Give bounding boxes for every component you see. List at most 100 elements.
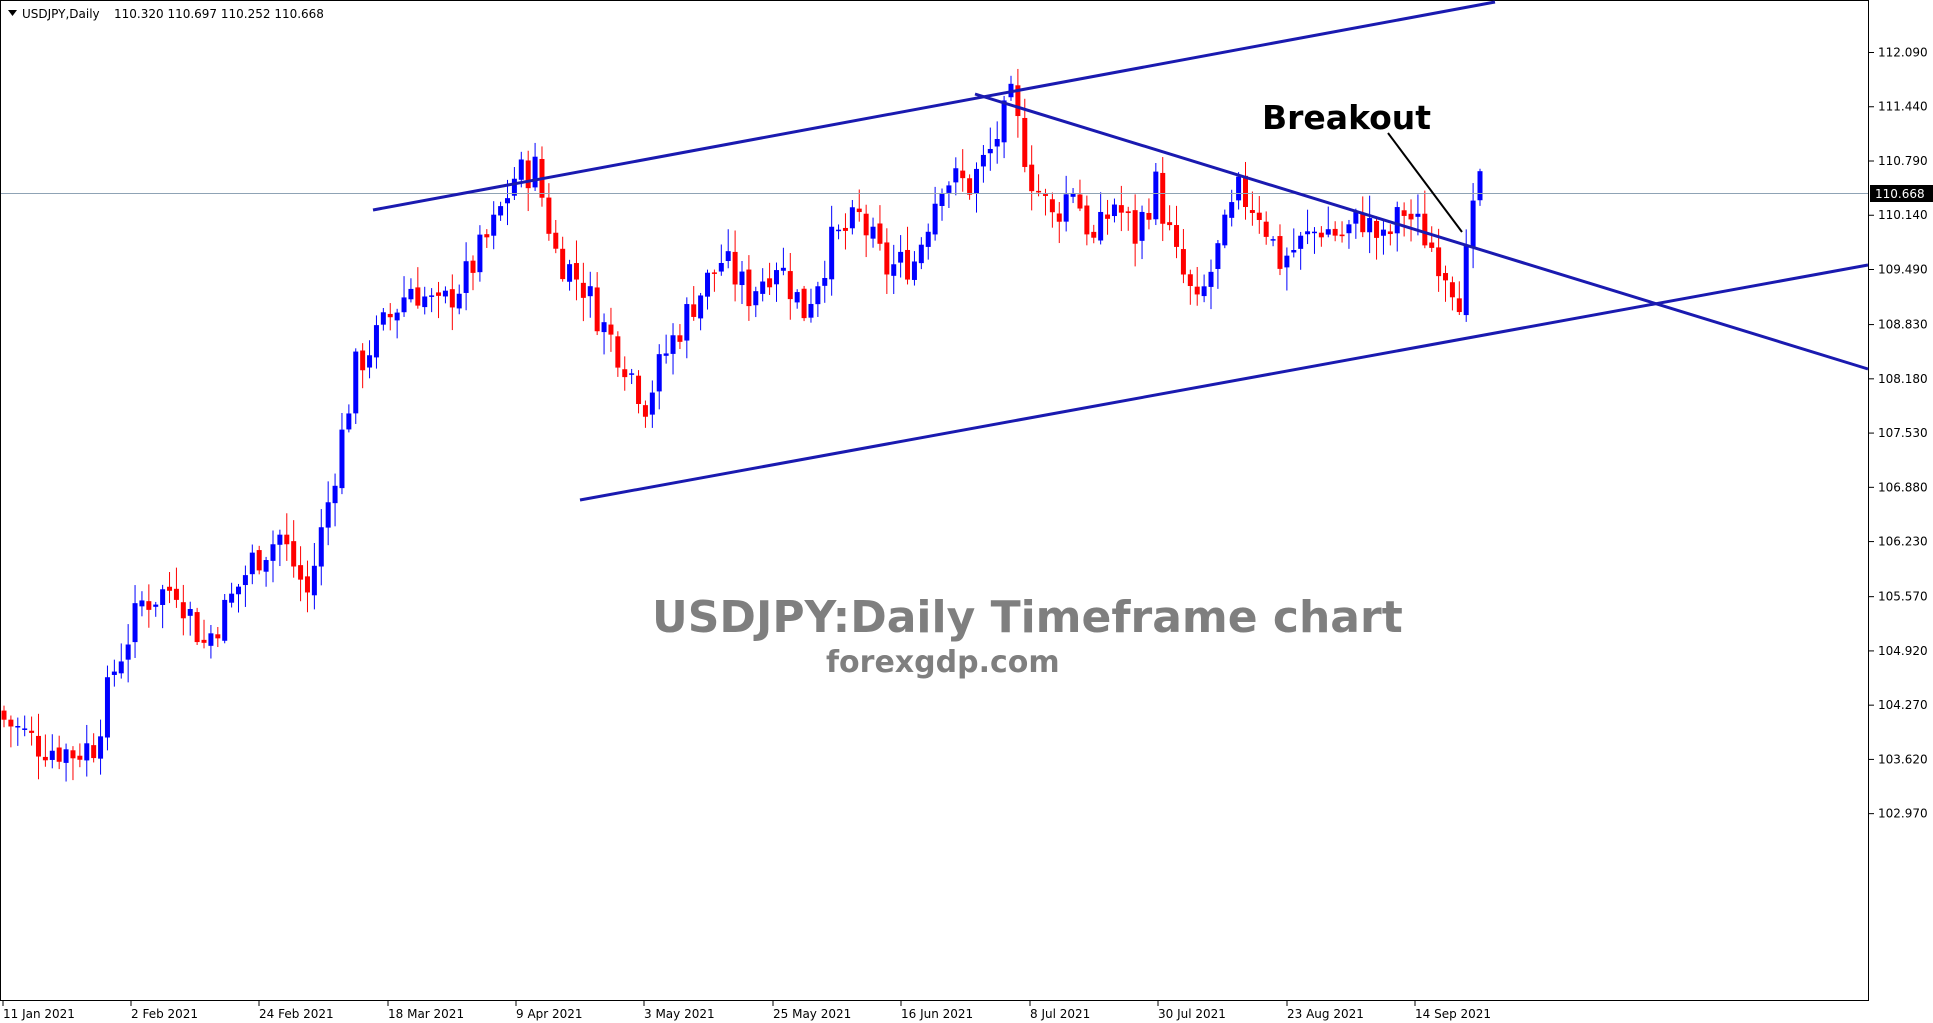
bear-candle [642, 405, 648, 417]
bull-candle [870, 226, 876, 239]
bear-candle [215, 634, 221, 639]
bull-candle [84, 743, 90, 761]
bull-candle [1367, 218, 1373, 233]
bear-candle [1449, 282, 1455, 298]
bull-candle [1394, 207, 1400, 234]
bull-candle [911, 261, 917, 280]
bear-candle [525, 160, 531, 189]
bear-candle [77, 755, 83, 760]
bear-candle [194, 612, 200, 643]
bear-candle [1249, 210, 1255, 213]
bear-candle [29, 730, 35, 733]
y-tick-label: 108.830 [1878, 318, 1928, 332]
bull-candle [1236, 176, 1242, 201]
bear-candle [1263, 221, 1269, 237]
bull-candle [815, 286, 821, 305]
bull-candle [974, 168, 980, 194]
bull-candle [932, 203, 938, 235]
bull-candle [532, 156, 538, 188]
bear-candle [1015, 85, 1021, 117]
bull-candle [1380, 229, 1386, 236]
y-tick-label: 109.490 [1878, 262, 1928, 276]
bull-candle [567, 264, 573, 282]
bear-candle [173, 588, 179, 600]
bull-candle [836, 229, 842, 232]
bear-candle [1194, 286, 1200, 295]
bull-candle [511, 178, 517, 196]
bull-candle [1415, 213, 1421, 217]
bull-candle [898, 251, 904, 263]
bear-candle [691, 304, 697, 317]
bear-candle [863, 213, 869, 236]
bull-candle [429, 295, 435, 297]
bear-candle [1422, 213, 1428, 246]
bull-candle [160, 589, 166, 605]
y-tick-label: 108.180 [1878, 372, 1928, 386]
bull-candle [1477, 171, 1483, 201]
bull-candle [946, 185, 952, 193]
upper-channel-line [372, 0, 1496, 212]
bull-candle [504, 198, 510, 204]
bear-candle [1049, 199, 1055, 213]
bull-candle [849, 207, 855, 229]
bear-candle [298, 565, 304, 580]
bear-candle [1401, 210, 1407, 216]
bull-candle [980, 154, 986, 167]
bull-candle [1463, 245, 1469, 316]
bull-candle [187, 608, 193, 616]
bull-candle [718, 262, 724, 272]
bull-candle [773, 270, 779, 285]
x-tick-label: 8 Jul 2021 [1030, 1007, 1090, 1021]
bull-candle [394, 312, 400, 321]
bear-candle [387, 313, 393, 318]
bear-candle [560, 248, 566, 280]
bear-candle [1360, 213, 1366, 233]
bear-candle [1339, 234, 1345, 237]
bear-candle [484, 234, 490, 238]
bear-candle [1132, 210, 1138, 244]
bear-candle [1374, 220, 1380, 238]
bear-candle [967, 178, 973, 195]
bull-candle [353, 351, 359, 414]
bear-candle [842, 227, 848, 231]
y-tick-label: 102.970 [1878, 807, 1928, 821]
bear-candle [91, 745, 97, 759]
bear-candle [470, 260, 476, 273]
bear-candle [1160, 172, 1166, 224]
bear-candle [42, 756, 48, 761]
bull-candle [380, 312, 386, 325]
bull-candle [132, 603, 138, 643]
bull-candle [1070, 192, 1076, 197]
bull-candle [222, 599, 228, 641]
bear-candle [1436, 247, 1442, 277]
y-tick-label: 110.790 [1878, 154, 1928, 168]
bull-candle [829, 226, 835, 280]
y-tick-label: 107.530 [1878, 426, 1928, 440]
bull-candle [236, 586, 242, 595]
bull-candle [953, 168, 959, 183]
bear-candle [256, 550, 262, 571]
bull-candle [684, 304, 690, 341]
bear-candle [449, 289, 455, 308]
bull-candle [1311, 231, 1317, 234]
bear-candle [1125, 211, 1131, 214]
bull-candle [477, 234, 483, 273]
bear-candle [70, 750, 76, 759]
bear-candle [284, 534, 290, 545]
bull-candle [491, 214, 497, 236]
bear-candle [1318, 232, 1324, 238]
y-tick-label: 111.440 [1878, 100, 1928, 114]
bull-candle [63, 749, 69, 763]
bull-candle [49, 750, 55, 760]
bull-candle [698, 295, 704, 319]
chart-symbol-label: USDJPY,Daily [22, 7, 100, 21]
bear-candle [1256, 212, 1262, 220]
bear-candle [415, 287, 421, 306]
collapse-triangle-icon[interactable] [8, 10, 17, 16]
bull-candle [456, 293, 462, 309]
bull-candle [270, 544, 276, 561]
bull-candle [125, 644, 131, 660]
bull-candle [249, 552, 255, 575]
bear-candle [1118, 205, 1124, 213]
